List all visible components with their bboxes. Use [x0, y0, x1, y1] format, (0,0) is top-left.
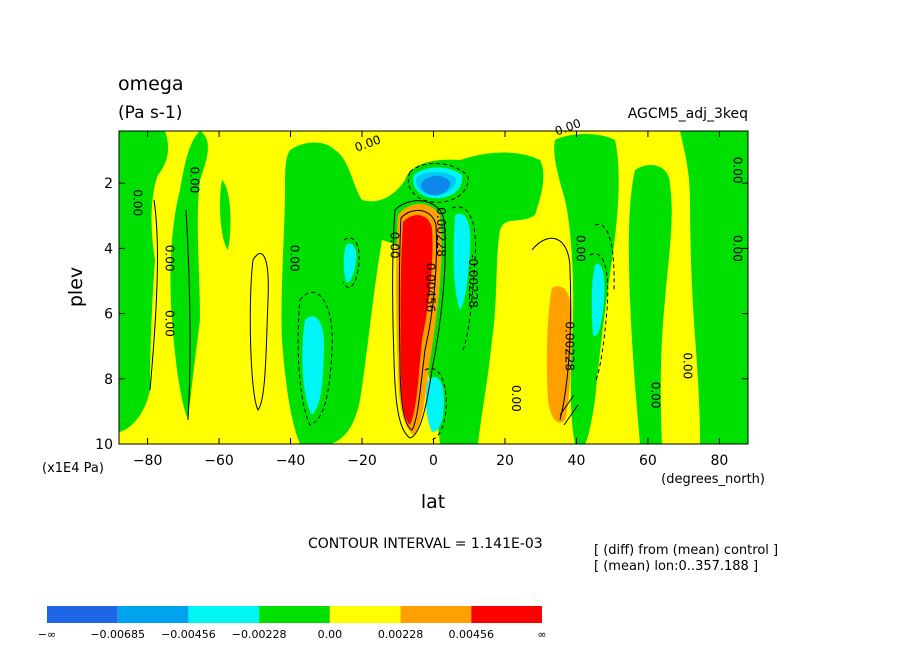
contour-label: 0.00: [731, 235, 745, 262]
colorbar-swatch: [329, 606, 401, 623]
colorbar-swatch: [117, 606, 189, 623]
contour-label: -0.00228: [466, 254, 480, 308]
colorbar-label: −∞: [38, 628, 56, 641]
colorbar-label: −0.00685: [90, 628, 145, 641]
colorbar-label: −0.00228: [232, 628, 287, 641]
contour-label: 0.00: [187, 167, 201, 194]
x-tick-label: −80: [133, 453, 163, 469]
contour-line: [398, 209, 438, 431]
contour-label: 0.00: [388, 232, 402, 259]
field-region-green: [220, 180, 231, 250]
contour-line: [531, 237, 572, 421]
contour-line: [149, 199, 158, 391]
field-region-cyan: [343, 243, 357, 283]
contour-label: 0.00: [731, 157, 745, 184]
y-tick-label: 8: [104, 372, 113, 388]
contour-label: 0.00: [288, 245, 302, 272]
field-region-green: [554, 134, 619, 444]
y-axis-label: plev: [65, 267, 87, 307]
colorbar-swatch: [259, 606, 330, 623]
x-tick-label: 20: [496, 453, 514, 469]
y-tick-label: 2: [104, 176, 113, 192]
field-region-cyan: [453, 213, 471, 310]
contour-label: 0.00456: [423, 263, 437, 313]
contour-label: 0.00: [162, 245, 176, 272]
x-tick-label: 0: [429, 453, 438, 469]
contour-label: 0.00: [649, 382, 663, 409]
contour-line-negative: [297, 291, 333, 426]
contour-line: [185, 209, 191, 421]
colorbar-swatch: [400, 606, 472, 623]
note-diff: [ (diff) from (mean) control ]: [594, 543, 778, 558]
contour-label: 0.00: [681, 352, 695, 379]
y-tick-label: 10: [95, 437, 113, 453]
contour-line: [249, 253, 269, 411]
contour-line: [563, 404, 579, 426]
field-region-green: [119, 131, 169, 432]
chart-units: (Pa s-1): [118, 103, 182, 123]
y-tick-label: 6: [104, 307, 113, 323]
colorbar-label: 0.00456: [449, 628, 495, 641]
colorbar-label: −0.00456: [161, 628, 216, 641]
note-mean: [ (mean) lon:0..357.188 ]: [594, 559, 758, 574]
x-tick-label: 60: [639, 453, 657, 469]
field-region-green: [628, 165, 672, 444]
contour-label: 0.00: [162, 310, 176, 337]
y-tick-label: 4: [104, 241, 113, 257]
experiment-label: AGCM5_adj_3keq: [628, 106, 748, 122]
field-region-red: [400, 215, 433, 425]
contour-label: 0.00: [509, 385, 523, 412]
contour-line-negative: [342, 237, 360, 288]
x-axis-label: lat: [421, 491, 445, 513]
contour-line-negative: [594, 224, 615, 291]
field-region-green: [680, 131, 748, 444]
field-region-cyan: [302, 316, 325, 415]
contour-label: 0.00: [573, 235, 587, 262]
plot-area: 0.00 0.00 0.00 0.00 0.00 0.00 0.00 0.00456 0.002…: [118, 116, 749, 445]
x-tick-label: −40: [276, 453, 306, 469]
contour-label: 0.00: [130, 189, 144, 216]
contour-line-negative: [451, 206, 477, 351]
contour-label: 0.00228: [563, 321, 577, 371]
colorbar-swatch: [47, 606, 118, 623]
contour-interval: CONTOUR INTERVAL = 1.141E-03: [308, 536, 543, 552]
contour-line-negative: [407, 162, 469, 203]
colorbar: −∞ −0.00685 −0.00456 −0.00228 0.00 0.00228 0.0…: [38, 606, 547, 641]
x-tick-label: 80: [710, 453, 728, 469]
colorbar-label: 0.00228: [378, 628, 424, 641]
x-tick-label: −60: [204, 453, 234, 469]
contour-line: [392, 200, 446, 439]
contour-label: 0.00228: [434, 207, 448, 257]
contour-line: [559, 394, 575, 416]
contour-line-negative: [589, 253, 609, 381]
colorbar-label: ∞: [537, 628, 546, 641]
colorbar-swatch: [471, 606, 542, 623]
colorbar-swatch: [188, 606, 260, 623]
y-units: (x1E4 Pa): [42, 461, 104, 476]
field-region-cyan: [591, 264, 605, 336]
x-tick-label: −20: [347, 453, 377, 469]
chart-title: omega: [118, 73, 184, 95]
field-region-cyan: [425, 376, 444, 432]
x-tick-label: 40: [568, 453, 586, 469]
colorbar-label: 0.00: [318, 628, 343, 641]
field-region-mid-blue: [415, 172, 457, 196]
x-units: (degrees_north): [661, 472, 765, 487]
